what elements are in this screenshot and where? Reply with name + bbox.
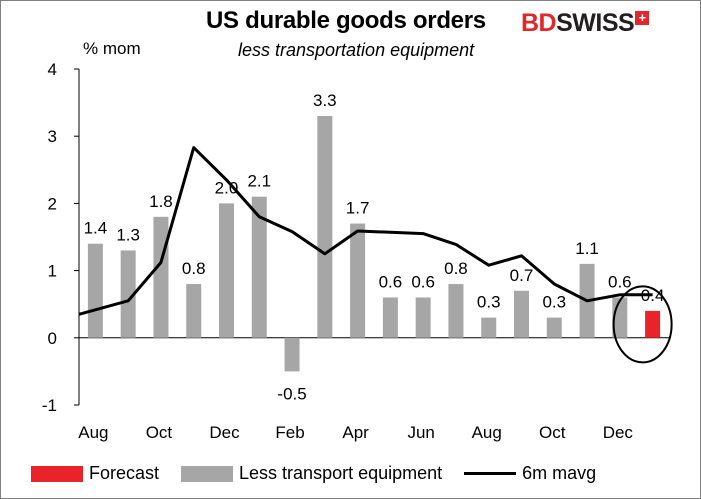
bar [317, 116, 333, 338]
y-tick-label: 3 [48, 127, 57, 146]
y-tick-label: 1 [48, 262, 57, 281]
data-label: 0.6 [411, 272, 435, 291]
data-label: 0.8 [182, 259, 206, 278]
legend-label-forecast: Forecast [89, 463, 160, 483]
legend: Forecast Less transport equipment 6m mav… [31, 463, 618, 484]
legend-label-mavg: 6m mavg [522, 463, 597, 483]
bar [481, 317, 497, 338]
bar [382, 297, 398, 338]
brand-logo: BDSWISS + [521, 9, 650, 38]
x-tick-label: Aug [78, 423, 108, 442]
legend-item-mavg: 6m mavg [464, 463, 596, 484]
data-label: 2.1 [247, 172, 271, 191]
mavg-line [78, 146, 653, 316]
data-label: 0.6 [379, 272, 403, 291]
data-label: 1.1 [575, 239, 599, 258]
x-tick-label: Oct [146, 423, 173, 442]
y-tick-label: 4 [48, 60, 57, 79]
x-tick-label: Aug [472, 423, 502, 442]
y-axis-label: % mom [83, 39, 141, 58]
bar [284, 337, 300, 372]
legend-swatch-forecast [31, 465, 83, 482]
legend-label-less-transport: Less transport equipment [239, 463, 443, 483]
y-tick-label: 0 [48, 329, 57, 348]
y-tick-label: 2 [48, 194, 57, 213]
x-tick-label: Feb [275, 423, 304, 442]
bar [514, 290, 529, 338]
bar [87, 243, 103, 338]
legend-swatch-mavg [464, 472, 517, 475]
x-tick-label: Dec [603, 423, 634, 442]
data-label: 0.4 [641, 286, 665, 305]
bar [186, 284, 202, 338]
brand-cross-icon: + [635, 11, 650, 25]
chart-subtitle: less transportation equipment [238, 40, 475, 60]
bar [153, 216, 169, 338]
brand-bd: BD [521, 9, 557, 37]
bar [251, 196, 267, 338]
data-label: 1.3 [116, 225, 140, 244]
data-label: -0.5 [277, 384, 306, 403]
data-label: 0.3 [477, 293, 501, 312]
data-label: 0.8 [444, 259, 468, 278]
forecast-circle [612, 285, 673, 364]
x-tick-label: Dec [209, 423, 240, 442]
y-tick-label: -1 [42, 396, 57, 415]
x-tick-label: Jun [407, 423, 434, 442]
forecast-bar [645, 310, 661, 338]
bar [415, 297, 431, 338]
data-label: 1.7 [346, 199, 370, 218]
brand-swiss: SWISS [556, 9, 635, 37]
data-label: 0.6 [608, 272, 632, 291]
x-tick-label: Oct [539, 423, 566, 442]
chart-title: US durable goods orders [206, 7, 486, 34]
data-label: 1.4 [84, 219, 108, 238]
data-label: 2.0 [215, 178, 239, 197]
data-label: 0.7 [510, 266, 534, 285]
bar [219, 203, 234, 338]
data-label: 1.8 [149, 192, 173, 211]
data-label: 3.3 [313, 91, 337, 110]
legend-item-less-transport: Less transport equipment [181, 463, 442, 484]
data-label: 0.3 [542, 293, 566, 312]
bar [448, 284, 464, 338]
bar [546, 317, 562, 338]
legend-swatch-less-transport [181, 465, 234, 482]
legend-item-forecast: Forecast [31, 463, 159, 484]
x-tick-label: Apr [342, 423, 369, 442]
bar [350, 223, 366, 338]
bar [120, 250, 136, 338]
